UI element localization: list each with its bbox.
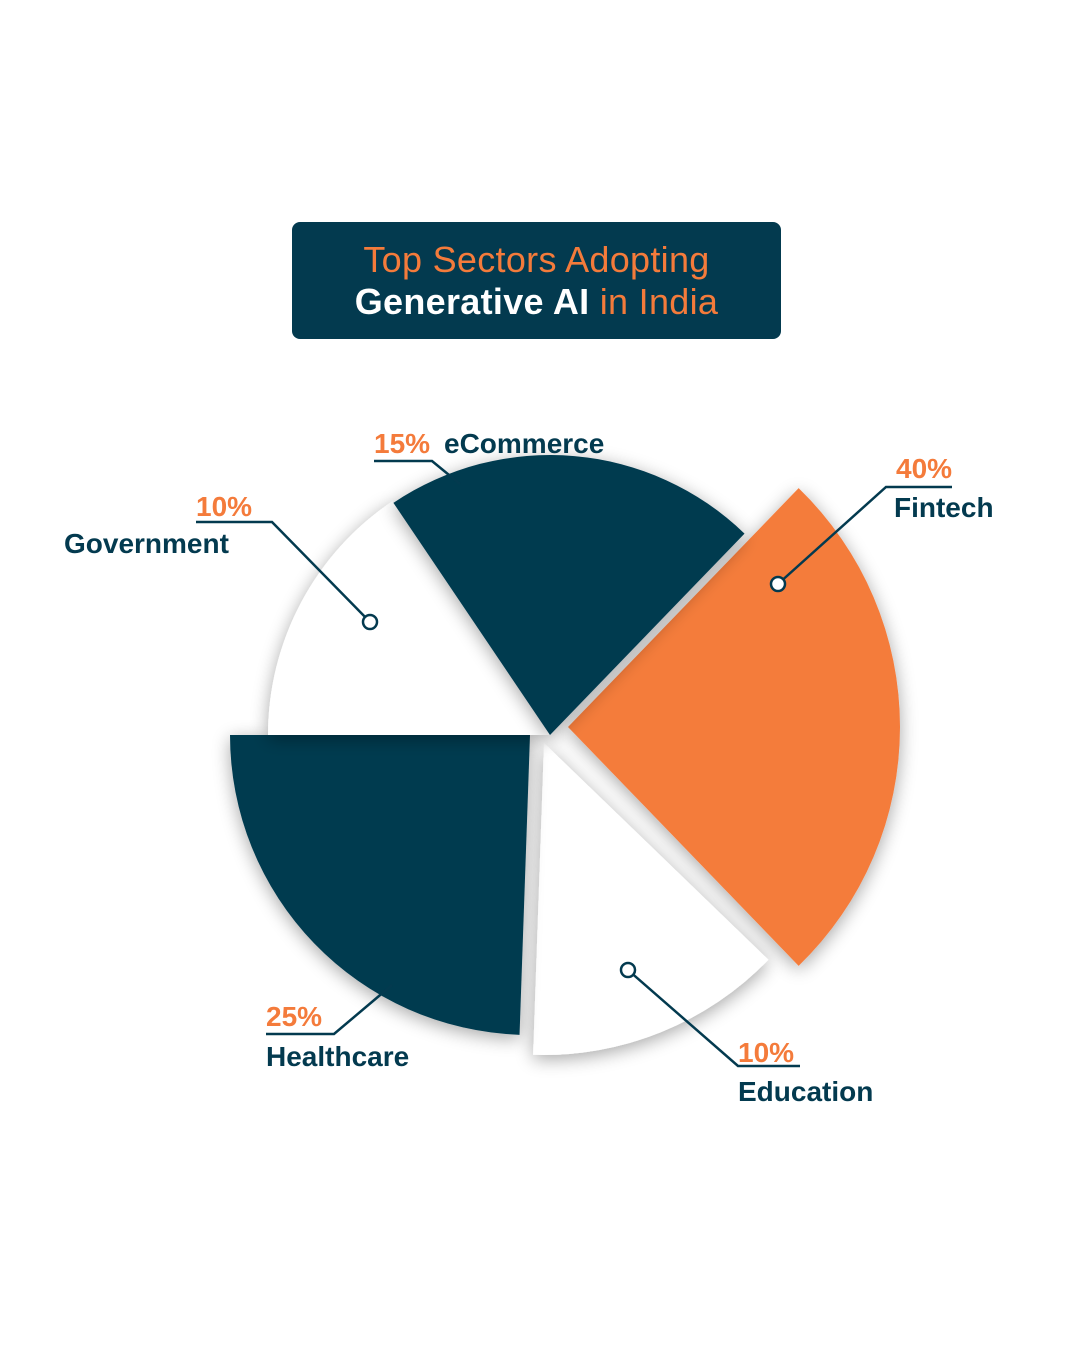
pie-slice-fintech (568, 488, 900, 966)
data-label-fintech: 40% (896, 453, 952, 484)
category-label-healthcare: Healthcare (266, 1041, 409, 1072)
pie-slice-ecommerce (393, 455, 745, 735)
pie-slice-government (268, 501, 550, 735)
marker-government (361, 613, 379, 631)
data-label-ecommerce: 15% (374, 428, 430, 459)
data-label-government: 10% (196, 491, 252, 522)
pie-slice-healthcare (230, 735, 530, 1035)
leader-line-education (627, 969, 800, 1068)
data-label-healthcare: 25% (266, 1001, 322, 1032)
leader-line-healthcare (266, 984, 393, 1036)
leader-line-government (196, 520, 371, 623)
data-label-education: 10% (738, 1037, 794, 1068)
leader-line-fintech (777, 485, 952, 585)
chart-title-line1: Top Sectors Adopting (363, 238, 710, 280)
category-label-education: Education (738, 1076, 873, 1107)
chart-title-bold: Generative AI (354, 280, 590, 322)
leader-line-ecommerce (374, 459, 461, 485)
category-label-fintech: Fintech (894, 492, 994, 523)
chart-title-box: Top Sectors Adopting Generative AI in In… (292, 222, 781, 339)
category-label-ecommerce: eCommerce (444, 428, 604, 459)
category-label-government: Government (64, 528, 229, 559)
marker-fintech (769, 575, 787, 593)
chart-title-rest: in India (599, 280, 719, 322)
pie-slice-education (533, 743, 769, 1055)
marker-education (619, 961, 637, 979)
chart-title-line2: Generative AI in India (355, 281, 718, 323)
